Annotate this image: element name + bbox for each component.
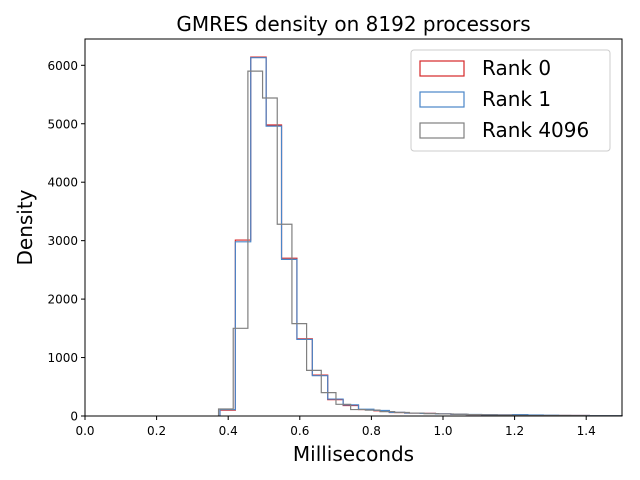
y-axis-ticks: 0 1000 2000 3000 4000 5000 6000 xyxy=(47,59,85,424)
legend: Rank 0 Rank 1 Rank 4096 xyxy=(410,49,611,152)
axes-frame xyxy=(84,38,623,417)
y-axis-label: Density xyxy=(13,189,37,265)
legend-swatch xyxy=(419,91,465,108)
x-tick-label: 1.0 xyxy=(433,424,452,438)
y-tick-label: 0 xyxy=(70,410,78,424)
histogram-series-layer xyxy=(217,56,623,417)
chart-title: GMRES density on 8192 processors xyxy=(176,12,530,36)
x-tick-label: 0.0 xyxy=(75,424,94,438)
x-tick-label: 1.2 xyxy=(505,424,524,438)
legend-label: Rank 1 xyxy=(482,87,551,111)
x-tick-label: 1.4 xyxy=(577,424,596,438)
x-tick-label: 0.2 xyxy=(147,424,166,438)
x-tick-label: 0.4 xyxy=(219,424,238,438)
x-axis-label: Milliseconds xyxy=(293,442,414,466)
histogram-step-line xyxy=(217,70,623,417)
legend-swatch xyxy=(419,122,465,139)
y-tick-label: 4000 xyxy=(47,176,78,190)
y-tick-label: 2000 xyxy=(47,293,78,307)
legend-frame xyxy=(410,49,611,152)
y-tick-label: 6000 xyxy=(47,59,78,73)
legend-label: Rank 4096 xyxy=(482,118,589,142)
y-tick-label: 5000 xyxy=(47,117,78,131)
series-rank-4096 xyxy=(217,70,623,417)
y-tick-label: 1000 xyxy=(47,351,78,365)
x-axis-ticks: 0.0 0.2 0.4 0.6 0.8 1.0 1.2 1.4 xyxy=(75,416,596,438)
x-tick-label: 0.6 xyxy=(290,424,309,438)
legend-swatch xyxy=(419,60,465,77)
y-tick-label: 3000 xyxy=(47,234,78,248)
legend-label: Rank 0 xyxy=(482,56,551,80)
x-tick-label: 0.8 xyxy=(362,424,381,438)
